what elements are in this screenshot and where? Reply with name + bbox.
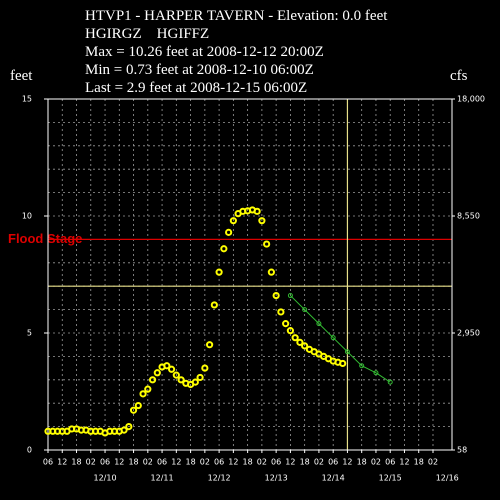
observed-point [167, 365, 176, 373]
forecast-point [287, 293, 293, 299]
forecast-point [330, 335, 336, 341]
x-tick-label: 06 [157, 458, 167, 467]
x-tick-label: 02 [257, 458, 267, 467]
observed-point [172, 371, 180, 379]
x-date-label: 12/16 [436, 474, 459, 483]
observed-point [291, 334, 299, 342]
x-tick-label: 18 [300, 458, 310, 467]
x-tick-label: 18 [185, 458, 195, 467]
x-tick-label: 06 [100, 458, 110, 467]
observed-point [196, 373, 204, 382]
annotation: Last = 2.9 feet at 2008-12-15 06:00Z [85, 80, 307, 96]
x-tick-label: 02 [428, 458, 438, 467]
observed-point [153, 369, 161, 377]
observed-point [210, 301, 218, 309]
x-tick-label: 06 [328, 458, 338, 467]
x-tick-label: 12 [399, 458, 409, 467]
observed-point [144, 385, 152, 393]
x-tick-label: 02 [371, 458, 381, 467]
observed-point [125, 423, 133, 431]
x-tick-label: 06 [271, 458, 281, 467]
x-tick-label: 02 [86, 458, 96, 467]
x-date-label: 12/11 [151, 474, 174, 483]
x-tick-label: 18 [414, 458, 424, 467]
y-tick-label: 15 [22, 95, 32, 104]
x-tick-label: 06 [43, 458, 53, 467]
x-date-label: 12/13 [265, 474, 288, 483]
y2-tick-label: 8,550 [457, 212, 480, 221]
x-tick-label: 12 [114, 458, 124, 467]
observed-point [177, 376, 185, 384]
observed-point [263, 240, 271, 248]
x-tick-label: 12 [342, 458, 352, 467]
subtitle: HGIRGZ HGIFFZ [85, 26, 209, 42]
plot-frame [47, 98, 453, 451]
x-date-label: 12/12 [208, 474, 231, 483]
observed-point [225, 228, 233, 236]
x-tick-label: 18 [357, 458, 367, 467]
chart-title: HTVP1 - HARPER TAVERN - Elevation: 0.0 f… [85, 8, 388, 24]
forecast-point [302, 307, 308, 313]
observed-point [206, 341, 214, 349]
flood-stage-label: Flood Stage [8, 231, 82, 246]
x-tick-label: 02 [143, 458, 153, 467]
observed-point [272, 291, 280, 300]
forecast-point [387, 379, 393, 385]
observed-point [296, 338, 304, 346]
observed-point [267, 268, 275, 276]
observed-point [258, 217, 266, 225]
observed-point [220, 245, 228, 253]
x-tick-label: 12 [285, 458, 295, 467]
y-tick-label: 5 [27, 329, 32, 338]
x-tick-label: 18 [128, 458, 138, 467]
y-axis-label: feet [10, 68, 33, 84]
observed-point [120, 426, 128, 434]
observed-point [277, 308, 285, 316]
observed-point [139, 390, 147, 398]
x-tick-label: 06 [214, 458, 224, 467]
y2-tick-label: 18,000 [457, 95, 485, 104]
x-tick-label: 12 [171, 458, 181, 467]
x-tick-label: 02 [200, 458, 210, 467]
observed-point [301, 342, 309, 350]
annotation: Max = 10.26 feet at 2008-12-12 20:00Z [85, 44, 324, 60]
observed-point [134, 401, 142, 410]
observed-point [253, 207, 261, 215]
observed-point [163, 362, 171, 370]
forecast-point [373, 370, 379, 376]
x-date-label: 12/14 [322, 474, 345, 483]
observed-point [339, 359, 347, 368]
forecast-point [359, 363, 365, 369]
forecast-point [316, 321, 322, 327]
x-tick-label: 12 [228, 458, 238, 467]
forecast-line [290, 295, 391, 383]
observed-point [129, 406, 138, 414]
forecast-point [344, 349, 350, 355]
observed-point [282, 320, 290, 328]
y-tick-label: 10 [22, 212, 32, 221]
x-tick-label: 12 [57, 458, 67, 467]
observed-point [148, 376, 157, 384]
observed-point [201, 364, 209, 372]
y2-tick-label: 2,950 [457, 329, 480, 338]
x-tick-label: 18 [71, 458, 81, 467]
observed-point [215, 268, 223, 276]
x-tick-label: 02 [314, 458, 324, 467]
x-tick-label: 06 [385, 458, 395, 467]
y-tick-label: 0 [27, 446, 32, 455]
y2-axis-label: cfs [450, 68, 468, 84]
observed-point [286, 327, 294, 335]
y2-tick-label: 58 [457, 446, 467, 455]
x-date-label: 12/15 [379, 474, 402, 483]
x-tick-label: 18 [243, 458, 253, 467]
observed-point [191, 378, 199, 386]
observed-point [229, 217, 237, 225]
x-date-label: 12/10 [94, 474, 117, 483]
annotation: Min = 0.73 feet at 2008-12-10 06:00Z [85, 62, 314, 78]
